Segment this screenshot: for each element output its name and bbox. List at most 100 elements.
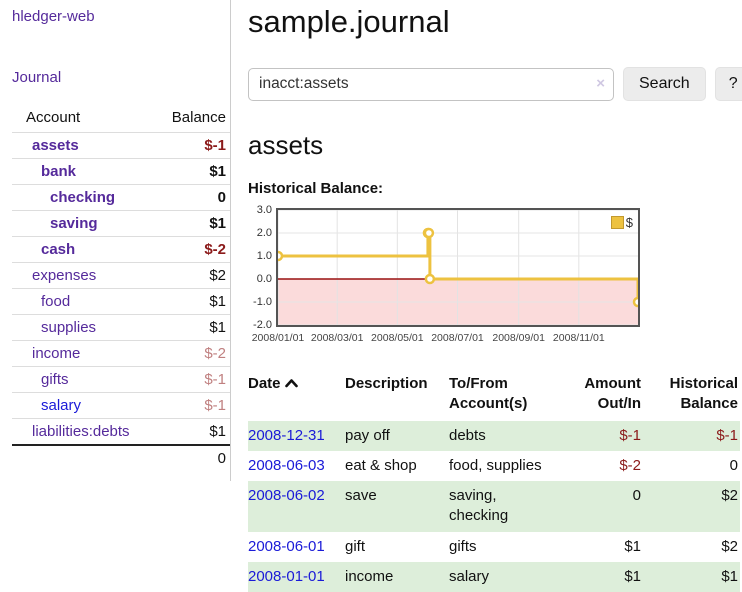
account-row: assets $-1	[12, 132, 230, 159]
account-balance: $-1	[147, 392, 230, 419]
accounts-table: Account Balance assets $-1 bank $1 checking 0…	[12, 106, 230, 471]
register-row: 2008-06-02 save saving, checking 0 $2	[248, 481, 740, 532]
register-table: Date Description To/From Account(s) Amou…	[248, 371, 740, 592]
transaction-date-link[interactable]: 2008-06-02	[248, 487, 325, 504]
page-title: sample.journal	[248, 4, 450, 39]
transaction-balance: 0	[729, 456, 738, 474]
sidebar-account-link[interactable]: income	[32, 345, 81, 362]
transaction-description: gift	[345, 537, 366, 555]
transaction-accounts: salary	[449, 567, 490, 585]
account-balance: $1	[147, 288, 230, 315]
transaction-description: pay off	[345, 426, 390, 444]
account-row: supplies $1	[12, 314, 230, 341]
transaction-balance: $1	[721, 567, 738, 585]
account-row: salary $-1	[12, 392, 230, 419]
legend-label: $	[625, 215, 633, 230]
sidebar-account-link[interactable]: food	[41, 293, 71, 310]
transaction-accounts: gifts	[449, 537, 477, 555]
account-balance: $1	[147, 158, 230, 185]
y-tick-label: 0.0	[256, 273, 272, 285]
sidebar-item-journal[interactable]: Journal	[12, 69, 62, 86]
transaction-date-link[interactable]: 2008-06-01	[248, 537, 325, 555]
chart-plot-area[interactable]: $	[276, 208, 640, 327]
register-row: 2008-01-01 income salary $1 $1	[248, 561, 740, 592]
account-balance: $2	[147, 262, 230, 289]
x-tick-label: 2008/05/01	[371, 332, 424, 344]
transaction-accounts: food, supplies	[449, 456, 542, 474]
register-row: 2008-06-03 eat & shop food, supplies $-2 0	[248, 451, 740, 481]
sidebar-account-link[interactable]: liabilities:debts	[32, 423, 130, 440]
transaction-amount: 0	[632, 487, 641, 504]
search-form: × Search ?	[248, 67, 742, 101]
sidebar-account-link[interactable]: expenses	[32, 267, 97, 284]
account-row: gifts $-1	[12, 366, 230, 393]
account-row: checking 0	[12, 184, 230, 211]
help-button[interactable]: ?	[714, 67, 742, 101]
legend-swatch-icon	[610, 216, 624, 229]
transaction-amount: $-1	[619, 426, 641, 444]
search-button[interactable]: Search	[623, 67, 706, 101]
account-row: expenses $2	[12, 262, 230, 289]
brand-link[interactable]: hledger-web	[12, 8, 95, 25]
transaction-amount: $1	[624, 567, 641, 585]
account-row: food $1	[12, 288, 230, 315]
sidebar-account-link[interactable]: bank	[41, 163, 77, 180]
chart-legend: $	[609, 215, 634, 230]
register-header-date[interactable]: Date	[248, 371, 345, 421]
transaction-description: income	[345, 567, 394, 585]
accounts-total-value: 0	[147, 444, 230, 471]
sidebar: hledger-web Journal Account Balance asse…	[0, 0, 231, 481]
transaction-amount: $-2	[619, 456, 641, 474]
accounts-header-balance: Balance	[171, 109, 226, 126]
y-tick-label: 2.0	[256, 227, 272, 239]
register-header-accounts: To/From Account(s)	[449, 375, 528, 413]
sidebar-account-link[interactable]: salary	[41, 397, 82, 414]
transaction-description: eat & shop	[345, 456, 417, 474]
sidebar-account-link[interactable]: assets	[32, 137, 79, 154]
account-row: saving $1	[12, 210, 230, 237]
sort-ascending-icon	[284, 379, 298, 388]
register-header-description: Description	[345, 375, 428, 392]
transaction-description: save	[345, 487, 377, 504]
account-balance: $-1	[147, 132, 230, 159]
accounts-total-row: 0	[12, 444, 230, 471]
account-balance: $-2	[147, 340, 230, 367]
transaction-date-link[interactable]: 2008-12-31	[248, 426, 325, 444]
transaction-balance: $2	[721, 487, 738, 504]
register-row: 2008-06-01 gift gifts $1 $2	[248, 532, 740, 562]
transaction-amount: $1	[624, 537, 641, 555]
transaction-balance: $2	[721, 537, 738, 555]
x-tick-label: 2008/11/01	[552, 332, 605, 344]
account-row: bank $1	[12, 158, 230, 185]
x-tick-label: 2008/07/01	[431, 332, 484, 344]
main-content: sample.journal × Search ? assets Histori…	[248, 0, 742, 592]
transaction-accounts: saving, checking	[449, 487, 509, 525]
transaction-date-link[interactable]: 2008-06-03	[248, 456, 325, 474]
account-balance: $-2	[147, 236, 230, 263]
sidebar-account-link[interactable]: checking	[50, 189, 116, 206]
sidebar-account-link[interactable]: gifts	[41, 371, 69, 388]
y-tick-label: -2.0	[253, 319, 272, 331]
account-balance: 0	[147, 184, 230, 211]
account-balance: $1	[147, 314, 230, 341]
account-balance: $1	[147, 210, 230, 237]
register-row: 2008-12-31 pay off debts $-1 $-1	[248, 420, 740, 451]
account-heading: assets	[248, 130, 324, 160]
sidebar-account-link[interactable]: supplies	[41, 319, 97, 336]
account-row: liabilities:debts $1	[12, 418, 230, 445]
search-input[interactable]	[248, 67, 614, 101]
x-tick-label: 2008/01/01	[251, 332, 305, 344]
y-tick-label: 1.0	[256, 250, 272, 262]
accounts-header-account: Account	[26, 109, 81, 126]
account-row: income $-2	[12, 340, 230, 367]
x-tick-label: 2008/09/01	[492, 332, 545, 344]
y-tick-label: -1.0	[253, 296, 272, 308]
transaction-accounts: debts	[449, 426, 486, 444]
register-header-balance: Historical Balance	[669, 375, 738, 413]
clear-search-icon[interactable]: ×	[596, 74, 605, 92]
sidebar-account-link[interactable]: saving	[50, 215, 98, 232]
transaction-balance: $-1	[716, 426, 738, 444]
transaction-date-link[interactable]: 2008-01-01	[248, 567, 325, 585]
register-header-amount: Amount Out/In	[584, 375, 641, 413]
sidebar-account-link[interactable]: cash	[41, 241, 76, 258]
